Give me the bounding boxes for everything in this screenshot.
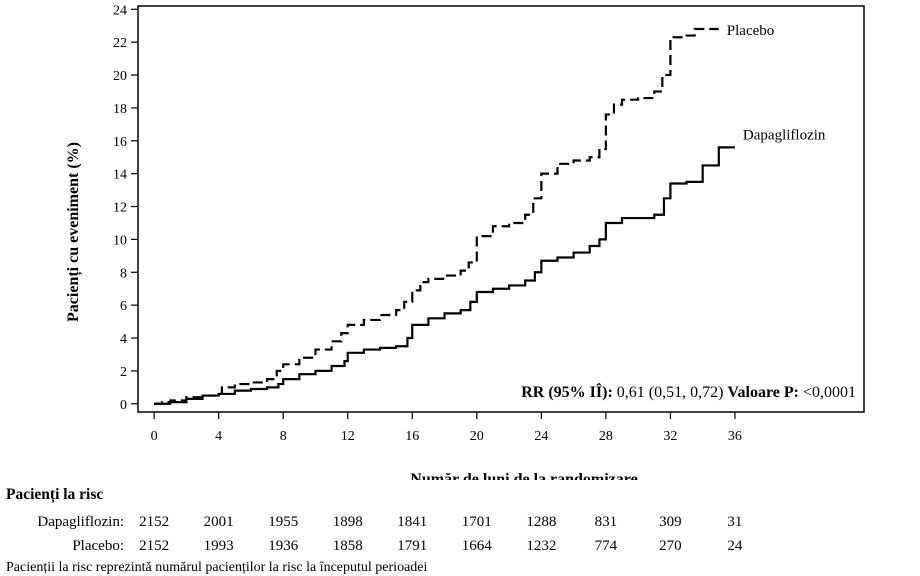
- risk-value: 1701: [461, 514, 492, 530]
- y-tick-label: 2: [120, 365, 127, 380]
- risk-value: 1993: [203, 538, 234, 554]
- risk-value: 1841: [397, 514, 428, 530]
- y-tick-label: 16: [113, 135, 127, 150]
- x-tick-label: 16: [405, 429, 419, 444]
- x-axis-title: Număr de luni de la randomizare: [410, 471, 637, 480]
- rr-value: 0,61 (0,51, 0,72): [617, 384, 724, 401]
- risk-value: 31: [727, 514, 743, 530]
- series-layer: [154, 27, 735, 405]
- risk-value: 1232: [526, 538, 557, 554]
- p-label: Valoare P:: [727, 384, 799, 401]
- y-tick-label: 20: [113, 69, 127, 84]
- risk-value: 1936: [268, 538, 299, 554]
- x-tick-label: 36: [728, 429, 742, 444]
- risk-value: 1664: [461, 538, 492, 554]
- footnote: Pacienții la risc reprezintă numărul pac…: [6, 560, 428, 575]
- y-tick-label: 12: [113, 201, 127, 216]
- y-tick-label: 14: [113, 168, 127, 183]
- series-label-dapagliflozin: Dapagliflozin: [743, 127, 826, 143]
- series-line-dapagliflozin: [154, 146, 735, 405]
- risk-row-label: Dapagliflozin:: [37, 514, 124, 530]
- x-tick-label: 28: [599, 429, 613, 444]
- y-axis-title: Pacienți cu eveniment (%): [65, 142, 83, 322]
- series-labels: Placebo Dapagliflozin: [727, 23, 826, 143]
- x-tick-label: 12: [341, 429, 355, 444]
- risk-row-placebo: Placebo: 2152 1993 1936 1858 1791 1664 1232 774 2…: [0, 538, 920, 558]
- risk-value: 1955: [268, 514, 299, 530]
- risk-value: 1858: [332, 538, 363, 554]
- risk-value: 309: [659, 514, 682, 530]
- y-tick-label: 22: [113, 36, 127, 51]
- x-tick-label: 0: [151, 429, 158, 444]
- risk-value: 2001: [203, 514, 234, 530]
- risk-value: 270: [659, 538, 682, 554]
- risk-value: 831: [594, 514, 618, 530]
- x-tick-label: 4: [215, 429, 222, 444]
- series-line-placebo: [154, 27, 719, 405]
- y-tick-label: 18: [113, 102, 127, 117]
- risk-value: 1791: [397, 538, 428, 554]
- x-tick-label: 8: [280, 429, 287, 444]
- x-tick-label: 32: [663, 429, 677, 444]
- risk-value: 1898: [332, 514, 363, 530]
- risk-value: 24: [727, 538, 743, 554]
- y-tick-label: 0: [120, 398, 127, 413]
- risk-value: 2152: [139, 538, 170, 554]
- y-tick-label: 24: [113, 3, 127, 18]
- y-tick-label: 10: [113, 233, 127, 248]
- y-tick-label: 4: [120, 332, 127, 347]
- y-tick-label: 6: [120, 299, 127, 314]
- risk-row-dapagliflozin: Dapagliflozin: 2152 2001 1955 1898 1841 1701 12…: [0, 514, 920, 534]
- risk-row-label: Placebo:: [72, 538, 124, 554]
- x-tick-label: 20: [470, 429, 484, 444]
- risk-table-title: Pacienți la risc: [6, 486, 104, 503]
- plot-frame: [137, 5, 865, 413]
- stats-annotation: RR (95% IÎ): 0,61 (0,51, 0,72) Valoare P…: [521, 382, 856, 401]
- rr-label: RR (95% IÎ):: [521, 382, 613, 401]
- p-value: <0,0001: [803, 384, 856, 401]
- x-tick-label: 24: [534, 429, 548, 444]
- series-label-placebo: Placebo: [727, 23, 774, 39]
- x-axis: 0 4 8 12 16 20 24 28 32 36: [151, 412, 742, 444]
- risk-value: 2152: [139, 514, 170, 530]
- risk-value: 1288: [526, 514, 557, 530]
- risk-value: 774: [594, 538, 618, 554]
- y-tick-label: 8: [120, 266, 127, 281]
